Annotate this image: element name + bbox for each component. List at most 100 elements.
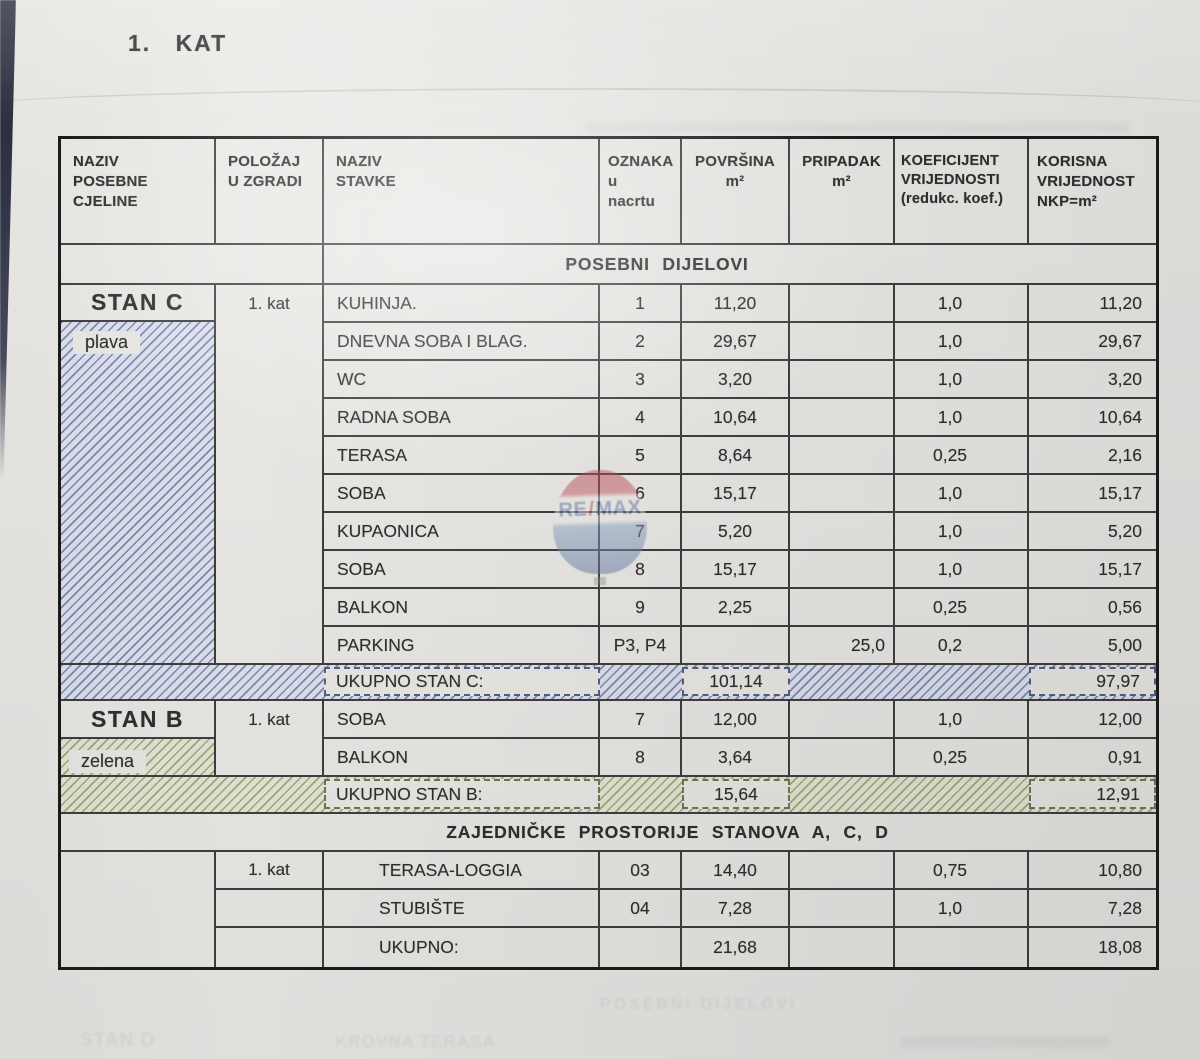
povrsina-cell: 12,00 <box>682 701 790 739</box>
total-povrsina-box: 15,64 <box>682 779 790 809</box>
koef-cell: 0,25 <box>895 589 1029 627</box>
povrsina-cell: 11,20 <box>682 285 790 323</box>
stavka-cell: BALKON <box>324 589 600 627</box>
korisna-cell: 10,64 <box>1029 399 1156 437</box>
col-header-label: PRIPADAK m² <box>802 153 881 190</box>
povrsina-cell: 14,40 <box>682 852 790 890</box>
total-label-box: UKUPNO STAN C: <box>324 667 600 696</box>
koef-cell: 1,0 <box>895 551 1029 589</box>
col-header-label: POVRŠINA m² <box>695 153 775 190</box>
unit-name-stan-c: STAN C <box>61 285 214 322</box>
bleedthrough-smudge <box>585 122 1130 133</box>
korisna-cell: 5,20 <box>1029 513 1156 551</box>
stan-c-blue-hatch: plava <box>61 322 214 663</box>
total-label-box: UKUPNO STAN B: <box>324 779 600 809</box>
stavka-cell: RADNA SOBA <box>324 399 600 437</box>
pripadak-cell <box>790 890 895 928</box>
unit-name-stan-b: STAN B <box>61 701 216 739</box>
oznaka-cell: 3 <box>600 361 682 399</box>
povrsina-cell: 29,67 <box>682 323 790 361</box>
stan-b-floor-cell: 1. kat <box>216 701 324 777</box>
korisna-cell: 0,91 <box>1029 739 1156 777</box>
povrsina-cell: 8,64 <box>682 437 790 475</box>
banner-left-empty-cell <box>61 245 324 285</box>
balloon-envelope <box>553 470 647 574</box>
povrsina-cell: 2,25 <box>682 589 790 627</box>
stavka-cell: BALKON <box>324 739 600 777</box>
total-korisna-box: 97,97 <box>1029 667 1156 696</box>
stan-b-green-hatch: zelena <box>61 739 216 777</box>
pripadak-cell: 25,0 <box>790 627 895 665</box>
col-header-label: KORISNA VRIJEDNOST NKP=m² <box>1037 153 1135 210</box>
common-left-empty-cell <box>61 852 216 967</box>
oznaka-cell: 8 <box>600 551 682 589</box>
oznaka-cell: 4 <box>600 399 682 437</box>
stavka-cell: SOBA <box>324 701 600 739</box>
empty-cell <box>216 890 324 928</box>
col-header-polozaj-u-zgradi: POLOŽAJ U ZGRADI <box>216 139 324 245</box>
povrsina-cell: 10,64 <box>682 399 790 437</box>
oznaka-cell: 8 <box>600 739 682 777</box>
povrsina-cell <box>682 627 790 665</box>
pripadak-cell <box>790 399 895 437</box>
pripadak-cell <box>790 437 895 475</box>
bleedthrough-text: KROVNA TERASA <box>335 1032 496 1051</box>
oznaka-cell: 04 <box>600 890 682 928</box>
col-header-label: POLOŽAJ U ZGRADI <box>228 153 303 190</box>
povrsina-cell: 21,68 <box>682 928 790 967</box>
floor-area-table: NAZIV POSEBNE CJELINE POLOŽAJ U ZGRADI N… <box>58 136 1159 970</box>
bleedthrough-smudge <box>900 1036 1110 1048</box>
common-floor-cell: 1. kat <box>216 852 324 890</box>
section-banner-posebni-dijelovi: POSEBNI DIJELOVI <box>324 245 1156 285</box>
col-header-label: NAZIV POSEBNE CJELINE <box>73 153 148 210</box>
korisna-cell: 10,80 <box>1029 852 1156 890</box>
korisna-cell: 12,00 <box>1029 701 1156 739</box>
oznaka-cell <box>600 928 682 967</box>
col-header-oznaka: OZNAKA u nacrtu <box>600 139 682 245</box>
remax-logo-text: RE/MAX <box>553 496 648 522</box>
koef-cell: 0,25 <box>895 739 1029 777</box>
col-header-label: NAZIV STAVKE <box>336 153 396 190</box>
koef-cell: 1,0 <box>895 890 1029 928</box>
koef-cell <box>895 928 1029 967</box>
scan-background-edge <box>0 0 16 480</box>
oznaka-cell: 5 <box>600 437 682 475</box>
remax-text-re: RE <box>558 498 588 522</box>
korisna-cell: 2,16 <box>1029 437 1156 475</box>
pripadak-cell <box>790 513 895 551</box>
oznaka-cell: 1 <box>600 285 682 323</box>
korisna-cell: 15,17 <box>1029 475 1156 513</box>
col-header-korisna-vrijednost: KORISNA VRIJEDNOST NKP=m² <box>1029 139 1156 245</box>
col-header-label: OZNAKA u nacrtu <box>608 153 674 210</box>
stavka-cell: KUHINJA. <box>324 285 600 323</box>
oznaka-cell: 9 <box>600 589 682 627</box>
total-row-stan-c: UKUPNO STAN C: 101,14 97,97 <box>61 665 1156 701</box>
korisna-cell: 7,28 <box>1029 890 1156 928</box>
col-header-povrsina: POVRŠINA m² <box>682 139 790 245</box>
col-header-pripadak: PRIPADAK m² <box>790 139 895 245</box>
page-title: 1. KAT <box>128 30 228 56</box>
total-row-stan-b: UKUPNO STAN B: 15,64 12,91 <box>61 777 1156 814</box>
page-edge-shadow <box>0 88 1200 148</box>
stavka-cell: UKUPNO: <box>324 928 600 967</box>
balloon-basket <box>594 577 606 585</box>
remax-text-max: MAX <box>595 496 642 521</box>
koef-cell: 1,0 <box>895 323 1029 361</box>
color-label-zelena: zelena <box>69 750 147 773</box>
col-header-koeficijent: KOEFICIJENT VRIJEDNOSTI (redukc. koef.) <box>895 139 1029 245</box>
pripadak-cell <box>790 323 895 361</box>
korisna-cell: 5,00 <box>1029 627 1156 665</box>
unit-stan-c-cell: STAN C plava <box>61 285 216 665</box>
pripadak-cell <box>790 361 895 399</box>
total-povrsina-box: 101,14 <box>682 667 790 696</box>
pripadak-cell <box>790 475 895 513</box>
total-korisna-box: 12,91 <box>1029 779 1156 809</box>
bleedthrough-text: POSEBNI DIJELOVI <box>600 996 798 1013</box>
pripadak-cell <box>790 928 895 967</box>
stan-c-floor-cell: 1. kat <box>216 285 324 665</box>
empty-cell <box>216 928 324 967</box>
bleedthrough-text: STAN D <box>80 1030 156 1051</box>
koef-cell: 1,0 <box>895 399 1029 437</box>
banner-label: ZAJEDNIČKE PROSTORIJE STANOVA A, C, D <box>446 821 889 842</box>
